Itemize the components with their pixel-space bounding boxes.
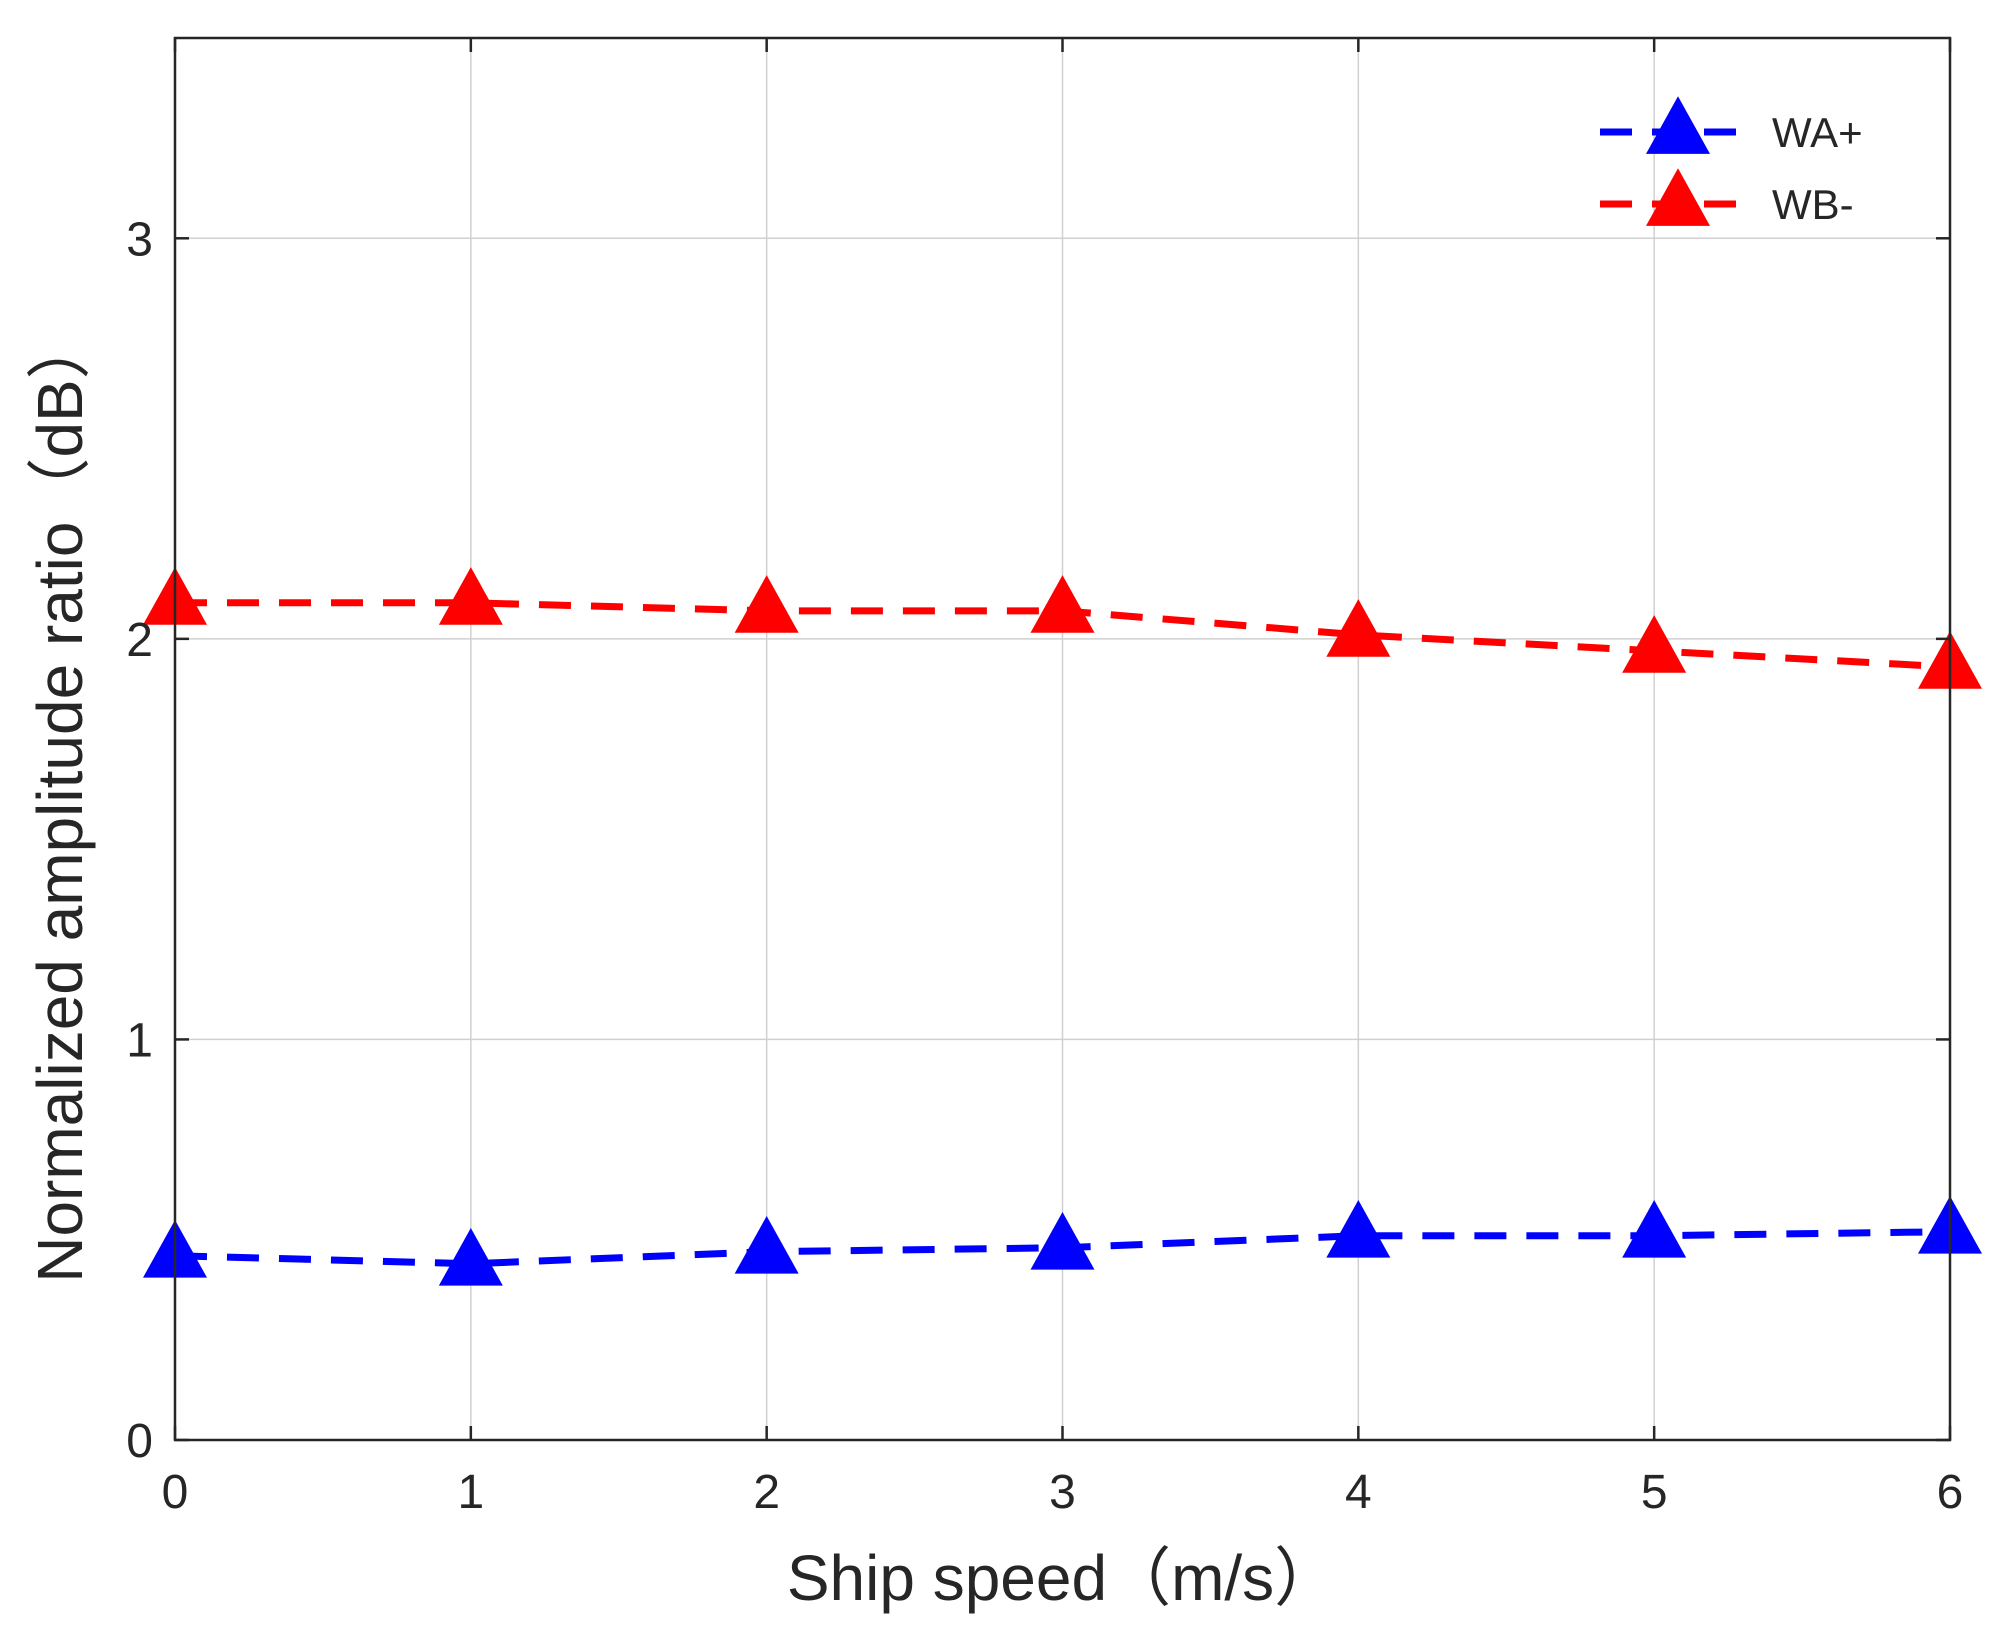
- data-point-marker: [1326, 599, 1391, 657]
- y-axis-title: Normalized amplitude ratio（dB）: [24, 315, 96, 1283]
- series-layer: [143, 567, 1982, 1286]
- y-tick-label: 3: [126, 213, 153, 266]
- x-tick-label: 2: [753, 1466, 780, 1519]
- legend-item: WA+: [1600, 96, 1863, 156]
- data-point-marker: [1326, 1199, 1391, 1258]
- legend-label: WB-: [1772, 181, 1854, 228]
- x-tick-label: 6: [1937, 1466, 1964, 1519]
- data-point-marker: [734, 575, 799, 633]
- x-tick-label: 5: [1641, 1466, 1668, 1519]
- data-point-marker: [1030, 1212, 1095, 1270]
- x-tick-label: 3: [1049, 1466, 1076, 1519]
- data-point-marker: [1622, 1199, 1687, 1258]
- data-point-marker: [438, 567, 503, 625]
- data-point-marker: [1622, 615, 1687, 673]
- axes: 0 1 2 3 4 5 6 0 1 2 3: [126, 38, 1963, 1519]
- data-point-marker: [1030, 575, 1095, 633]
- x-axis-title: Ship speed（m/s）: [787, 1542, 1338, 1614]
- x-tick-label: 0: [162, 1466, 189, 1519]
- y-tick-label: 2: [126, 614, 153, 667]
- y-tick-label: 0: [126, 1415, 153, 1468]
- grid-lines: [175, 38, 1950, 1440]
- legend-marker: [1646, 168, 1710, 226]
- y-tick-label: 1: [126, 1014, 153, 1067]
- data-point-marker: [438, 1228, 503, 1286]
- legend-label: WA+: [1772, 109, 1863, 156]
- data-point-marker: [734, 1216, 799, 1274]
- legend-marker: [1646, 96, 1710, 154]
- x-tick-label: 4: [1345, 1466, 1372, 1519]
- series-WA+: [143, 1195, 1982, 1286]
- legend-item: WB-: [1600, 168, 1854, 228]
- legend: WA+ WB-: [1600, 96, 1863, 228]
- x-tick-label: 1: [457, 1466, 484, 1519]
